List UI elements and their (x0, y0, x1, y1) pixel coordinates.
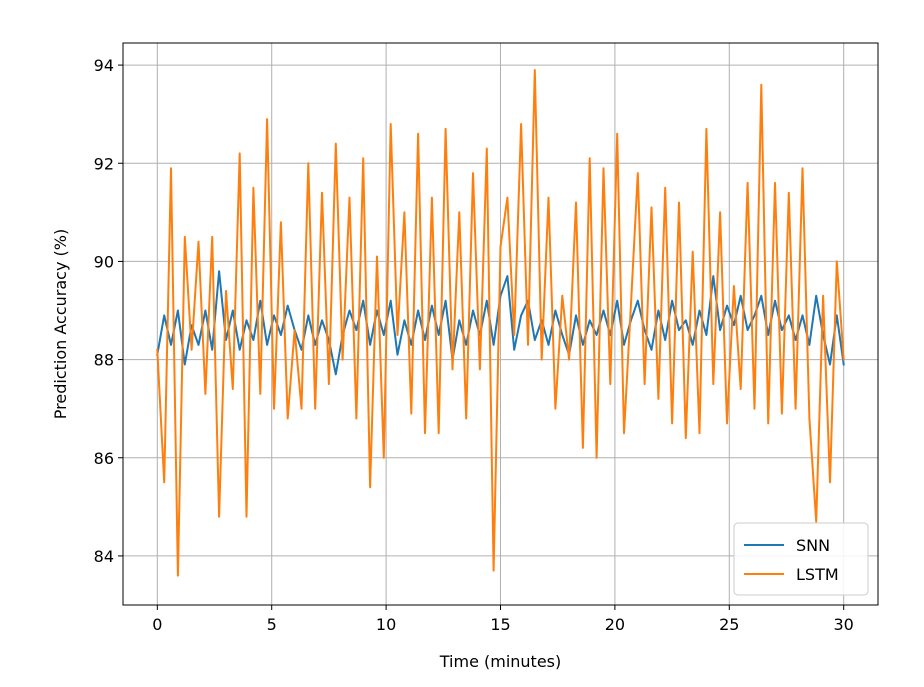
series-group (156, 69, 845, 577)
y-tick-label: 92 (94, 154, 114, 173)
y-axis-label: Prediction Accuracy (%) (51, 229, 70, 419)
x-tick-label: 25 (719, 615, 739, 634)
x-tick-label: 5 (267, 615, 277, 634)
axis-ticks: 0 5 10 15 20 25 30 84 86 88 90 92 94 (94, 56, 854, 634)
y-tick-label: 94 (94, 56, 114, 75)
x-tick-label: 15 (490, 615, 510, 634)
y-tick-label: 84 (94, 547, 114, 566)
x-tick-label: 20 (605, 615, 625, 634)
y-tick-label: 88 (94, 351, 114, 370)
legend: SNN LSTM (733, 522, 869, 596)
legend-label-snn: SNN (796, 536, 830, 555)
legend-label-lstm: LSTM (796, 565, 839, 584)
x-tick-label: 10 (376, 615, 396, 634)
legend-box (733, 522, 869, 596)
x-tick-label: 0 (152, 615, 162, 634)
y-tick-label: 86 (94, 449, 114, 468)
grid (123, 43, 878, 605)
x-tick-label: 30 (834, 615, 854, 634)
x-axis-label: Time (minutes) (439, 652, 562, 671)
y-tick-label: 90 (94, 252, 114, 271)
series-line-lstm (156, 69, 845, 577)
